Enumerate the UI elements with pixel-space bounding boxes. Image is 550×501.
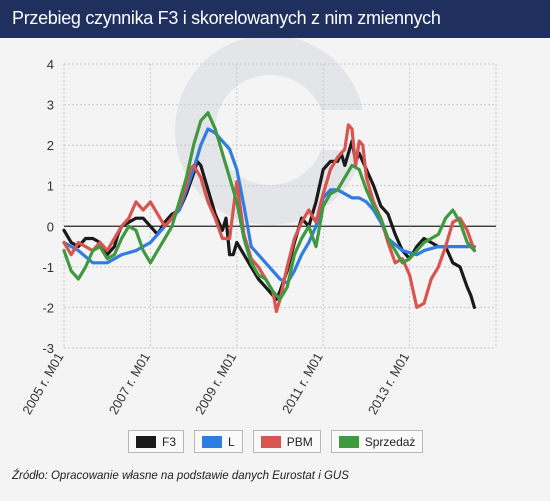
series-line-l <box>62 127 476 285</box>
y-tick-label: -3 <box>42 341 54 356</box>
x-tick-label: 2009 r. M01 <box>192 350 239 417</box>
y-tick-label: 3 <box>47 98 54 113</box>
y-tick-label: -2 <box>42 300 54 315</box>
legend-item: L <box>194 430 243 453</box>
legend-swatch <box>202 435 223 448</box>
legend-label: PBM <box>286 434 313 449</box>
watermark-logo <box>175 35 370 225</box>
legend-label: F3 <box>162 434 177 449</box>
title-bar: Przebieg czynnika F3 i skorelowanych z n… <box>0 0 550 38</box>
legend-swatch <box>136 435 156 448</box>
legend-item: PBM <box>252 430 321 453</box>
legend-item: Sprzedaż <box>330 430 424 453</box>
x-tick-label: 2013 r. M01 <box>365 350 412 417</box>
series-line-sprzeda- <box>62 111 476 301</box>
legend-swatch <box>260 435 281 448</box>
y-tick-label: 0 <box>47 219 54 234</box>
y-tick-label: 1 <box>47 179 54 194</box>
x-tick-label: 2011 r. M01 <box>279 350 326 416</box>
legend-label: Sprzedaż <box>364 434 416 449</box>
legend-label: L <box>228 434 235 449</box>
legend-swatch <box>338 435 359 448</box>
chart-title: Przebieg czynnika F3 i skorelowanych z n… <box>12 8 441 28</box>
x-tick-label: 2005 r. M01 <box>19 350 66 417</box>
y-tick-label: -1 <box>42 260 54 275</box>
legend-item: F3 <box>128 430 185 453</box>
y-tick-label: 4 <box>47 57 54 72</box>
x-tick-label: 2007 r. M01 <box>106 350 153 417</box>
legend: F3 L PBM Sprzedaż <box>128 430 424 453</box>
y-tick-label: 2 <box>47 138 54 153</box>
source-note: Źródło: Opracowanie własne na podstawie … <box>12 470 349 482</box>
